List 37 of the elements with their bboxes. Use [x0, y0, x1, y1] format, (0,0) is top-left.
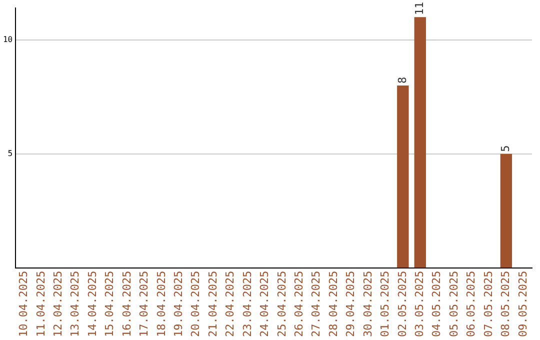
x-tick-label: 18.04.2025 [154, 270, 168, 338]
x-tick-label: 24.04.2025 [258, 270, 272, 338]
x-tick-label: 11.04.2025 [34, 270, 48, 338]
data-label: 5 [499, 145, 512, 152]
x-tick-label: 07.05.2025 [482, 270, 495, 338]
x-tick-label: 02.05.2025 [396, 270, 409, 338]
x-tick-label: 03.05.2025 [412, 270, 426, 338]
x-tick-label: 25.04.2025 [275, 270, 288, 338]
data-label: 8 [396, 76, 409, 84]
x-tick-label: 17.04.2025 [138, 270, 151, 338]
x-tick-label: 27.04.2025 [310, 270, 323, 338]
x-tick-label: 23.04.2025 [240, 270, 254, 338]
x-tick-label: 20.04.2025 [189, 270, 202, 338]
x-tick-label: 22.04.2025 [224, 270, 237, 338]
x-tick-label: 06.05.2025 [464, 270, 478, 338]
x-tick-label: 15.04.2025 [103, 270, 116, 338]
x-tick-label: 05.05.2025 [447, 270, 460, 338]
x-tick-label: 13.04.2025 [68, 270, 82, 338]
x-tick-label: 16.04.2025 [120, 270, 134, 338]
bar [397, 85, 409, 268]
x-tick-label: 04.05.2025 [430, 270, 444, 338]
y-tick-label: 10 [2, 34, 13, 44]
x-tick-label: 09.05.2025 [516, 270, 530, 338]
x-tick-label: 21.04.2025 [206, 270, 220, 338]
x-tick-label: 10.04.2025 [17, 270, 30, 338]
x-tick-label: 30.04.2025 [361, 270, 374, 338]
x-tick-label: 26.04.2025 [292, 270, 306, 338]
x-tick-label: 12.04.2025 [52, 270, 65, 338]
x-tick-label: 19.04.2025 [172, 270, 186, 338]
bar [500, 154, 512, 268]
x-tick-label: 29.04.2025 [344, 270, 358, 338]
x-tick-label: 08.05.2025 [499, 270, 512, 338]
x-tick-label: 28.04.2025 [326, 270, 340, 338]
x-tick-label: 01.05.2025 [378, 270, 392, 338]
data-label: 11 [412, 2, 426, 16]
x-tick-label: 14.04.2025 [86, 270, 99, 338]
bar [414, 17, 426, 268]
